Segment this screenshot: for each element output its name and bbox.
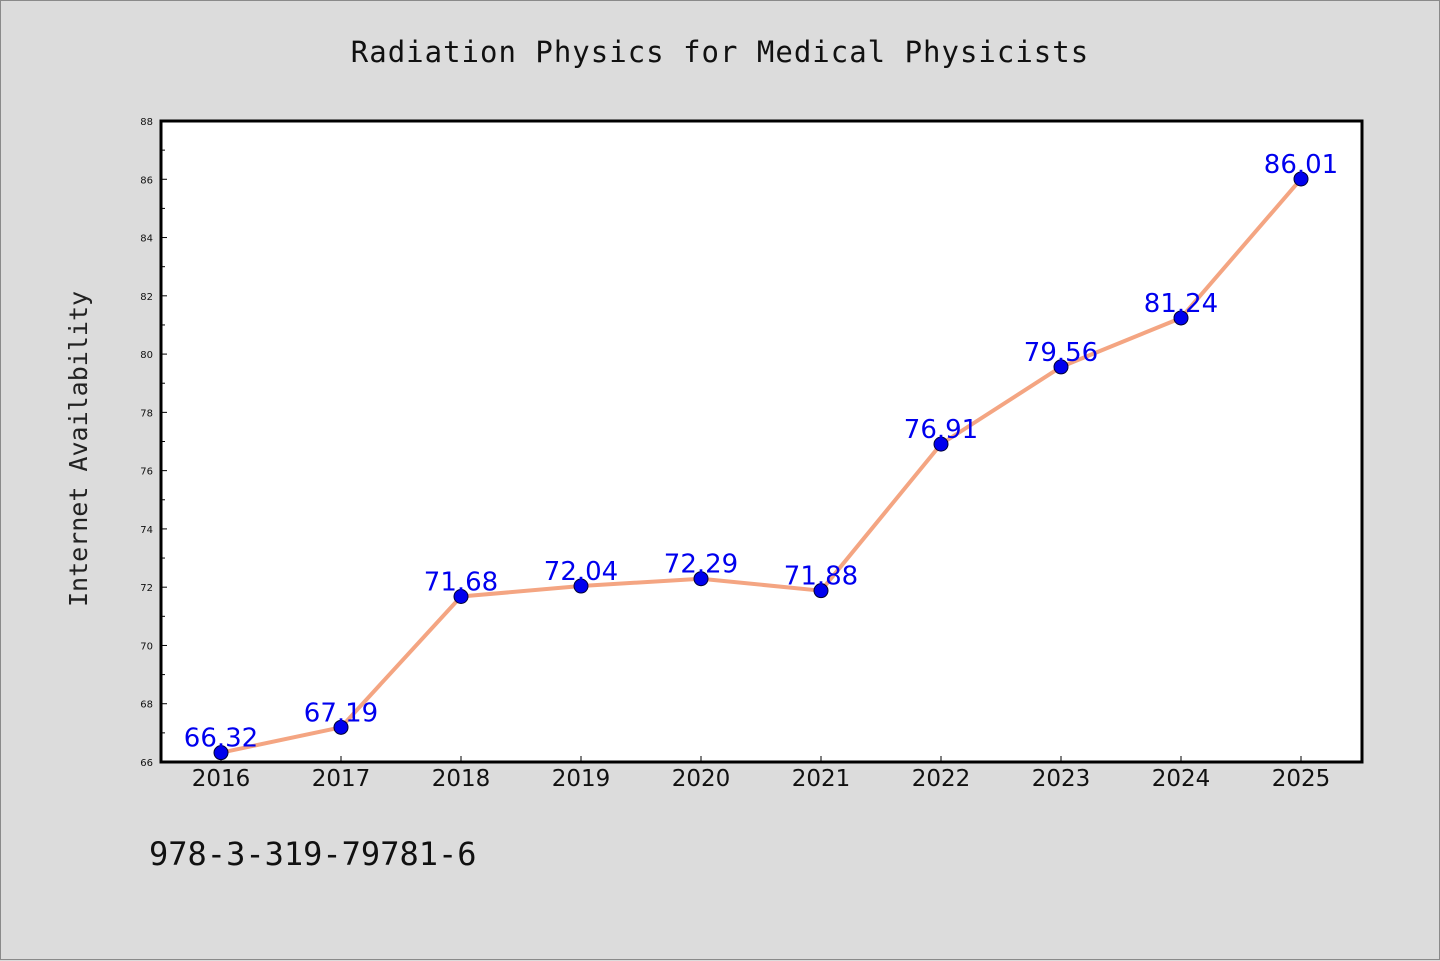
- data-label: 72.29: [664, 550, 738, 580]
- chart-title: Radiation Physics for Medical Physicists: [350, 35, 1090, 69]
- data-label: 76.91: [904, 415, 978, 445]
- x-tick-label: 2019: [552, 766, 611, 792]
- x-tick-label: 2017: [312, 766, 371, 792]
- x-axis: 2016 2017 2018 2019 2020 2021 2022 2023 2024 2025: [192, 756, 1331, 792]
- data-label: 67.19: [304, 698, 378, 728]
- x-tick-label: 2021: [792, 766, 851, 792]
- data-label: 66.32: [184, 724, 258, 754]
- y-tick-label: 86: [140, 175, 153, 186]
- y-tick-label: 76: [140, 467, 153, 478]
- y-tick-label: 82: [140, 292, 153, 303]
- data-point: [333, 719, 349, 735]
- x-tick-label: 2016: [192, 766, 251, 792]
- y-axis-label: Internet Availability: [64, 291, 93, 607]
- data-point: [213, 745, 229, 761]
- data-point: [453, 589, 469, 605]
- x-tick-label: 2018: [432, 766, 491, 792]
- y-tick-label: 74: [140, 525, 153, 536]
- y-tick-label: 88: [140, 117, 153, 128]
- y-tick-label: 66: [140, 758, 153, 769]
- isbn-text: 978-3-319-79781-6: [149, 835, 477, 873]
- data-point: [1053, 359, 1069, 375]
- x-tick-label: 2024: [1152, 766, 1211, 792]
- series-line-group: [220, 177, 1303, 755]
- data-point: [933, 436, 949, 452]
- x-tick-label: 2022: [912, 766, 971, 792]
- y-tick-label: 68: [140, 700, 153, 711]
- data-point: [1293, 171, 1309, 187]
- data-point: [1173, 310, 1189, 326]
- y-tick-label: 84: [140, 234, 153, 245]
- y-tick-label: 70: [140, 641, 153, 652]
- data-label: 71.88: [784, 562, 858, 592]
- data-labels-group: 66.32 67.19 71.68 72.04 72.29 71.88 76.91 79.56…: [184, 150, 1338, 754]
- data-label: 71.68: [424, 568, 498, 598]
- data-label: 72.04: [544, 557, 618, 587]
- y-tick-label: 72: [140, 583, 153, 594]
- markers-group: [213, 171, 1309, 761]
- y-tick-label: 80: [140, 350, 153, 361]
- data-label: 81.24: [1144, 289, 1218, 319]
- plot-area: [159, 119, 1364, 764]
- y-axis: 66 68 70 72 74 76 78 80 82 84 86 88: [140, 117, 167, 769]
- series-line: [220, 177, 1303, 755]
- data-label: 79.56: [1024, 338, 1098, 368]
- data-point: [693, 571, 709, 587]
- y-tick-label: 78: [140, 408, 153, 419]
- data-label: 86.01: [1264, 150, 1338, 180]
- x-tick-label: 2020: [672, 766, 731, 792]
- x-tick-label: 2025: [1272, 766, 1331, 792]
- x-tick-label: 2023: [1032, 766, 1091, 792]
- data-point: [813, 583, 829, 599]
- data-point: [573, 578, 589, 594]
